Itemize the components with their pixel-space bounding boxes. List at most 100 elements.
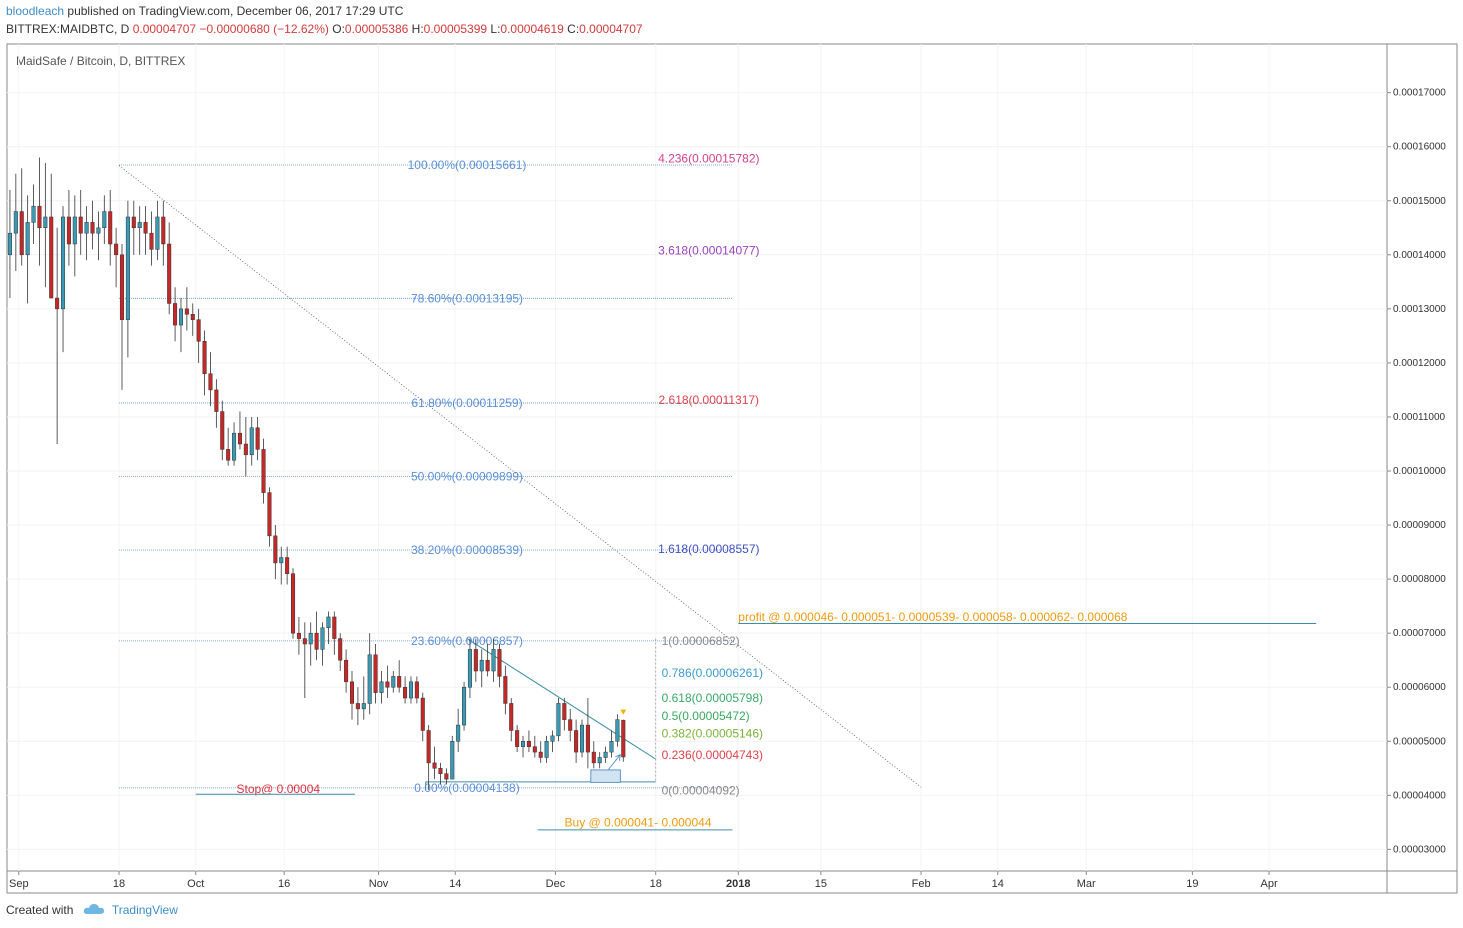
candle-up [579,719,585,758]
candle-body [291,573,296,634]
candle-body [597,757,602,764]
small-fib-label: 0.618(0.00005798) [662,691,763,705]
fib-level-label: 61.80%(0.00011259) [411,396,522,410]
price-change: −0.00000680 (−12.62%) [199,22,329,36]
candle-body [208,373,213,391]
candle-down [344,649,349,693]
candle-body [261,449,266,493]
candle-body [78,216,83,234]
candle-body [96,227,101,234]
price-tick-label: 0.00010000 [1393,466,1446,477]
candle-up [467,638,472,699]
fib-level-label: 38.20%(0.00008539) [411,543,523,557]
time-tick-label: Oct [187,878,204,890]
small-fib-label: 0.5(0.00005472) [662,709,750,723]
candle-body [279,557,284,564]
time-tick-label: 15 [815,878,827,890]
candle-down [243,416,248,477]
candle-body [497,649,502,677]
footer: Created with TradingView [6,903,178,918]
chart-title: MaidSafe / Bitcoin, D, BITTREX [16,54,185,68]
candle-body [515,730,520,747]
candle-down [373,643,378,704]
candle-up [550,730,555,753]
fib-extension-label: 3.618(0.00014077) [658,244,759,258]
candle-body [438,768,443,774]
candle-body [550,735,555,742]
price-tick-label: 0.00011000 [1393,412,1446,423]
candle-down [202,330,207,396]
candle-down [78,189,83,255]
tradingview-link[interactable]: TradingView [111,903,178,917]
breakout-arrow-line [608,754,621,770]
grid [7,44,1387,871]
candle-down [591,741,596,769]
candle-body [338,638,343,661]
candle-down [444,768,449,785]
time-tick-label: Nov [369,878,389,890]
symbol-label: BITTREX:MAIDBTC, D [6,22,130,36]
candle-up [13,173,18,272]
candle-body [55,297,60,310]
candle-down [214,379,219,428]
candle-body [43,216,48,229]
candle-up [72,195,77,277]
candle-down [414,676,419,704]
candle-up [249,416,254,466]
author-link[interactable]: bloodleach [6,4,65,18]
candle-body [184,308,189,315]
candle-body [367,654,372,704]
candle-body [432,762,437,769]
candle-body [66,216,71,245]
candle-body [426,730,431,764]
candle-up [326,611,331,644]
published-text: published on TradingView.com, December 0… [67,4,404,18]
time-tick-label: 18 [650,878,662,890]
candle-down [526,730,531,753]
time-tick-label: Apr [1260,878,1277,890]
candle-up [379,671,384,704]
candle-body [391,676,396,688]
fib-level-label: 78.60%(0.00013195) [411,291,523,305]
candle-down [621,719,626,762]
time-tick-label: Sep [9,878,29,890]
candle-body [173,303,178,326]
publish-info: bloodleach published on TradingView.com,… [6,4,403,18]
low-value: 0.00004619 [500,22,564,36]
candle-down [49,173,54,299]
buy-label: Buy @ 0.000041- 0.000044 [565,815,712,829]
candle-body [456,724,461,742]
last-candle-marker [620,709,627,715]
candle-body [220,411,225,450]
breakout-arrow-head [615,754,621,761]
candle-down [432,746,437,780]
candle-down [66,189,71,266]
candle-body [49,216,54,299]
candle-body [444,773,449,780]
candle-up [84,206,89,261]
candle-body [574,730,579,753]
candle-down [267,487,272,547]
candle-down [503,665,508,715]
candle-body [178,308,183,326]
candle-body [37,205,42,229]
time-axis-pane[interactable] [6,870,1388,894]
candle-down [314,611,319,661]
candle-up [450,735,455,780]
candle-body [526,741,531,747]
candle-body [108,211,113,245]
candle-body [125,216,130,320]
candle-down [538,741,543,763]
candle-body [137,222,142,229]
candle-down [273,525,278,580]
time-tick-label: 2018 [726,878,750,890]
candle-body [149,232,154,250]
candle-body [61,216,66,310]
small-fib: 1(0.00006852) 0.786(0.00006261) 0.618(0.00… [662,634,763,797]
candle-up [232,422,237,466]
candle-body [379,681,384,693]
chart-pane[interactable] [6,43,1388,872]
candle-body [131,216,136,229]
candle-up [308,622,313,666]
